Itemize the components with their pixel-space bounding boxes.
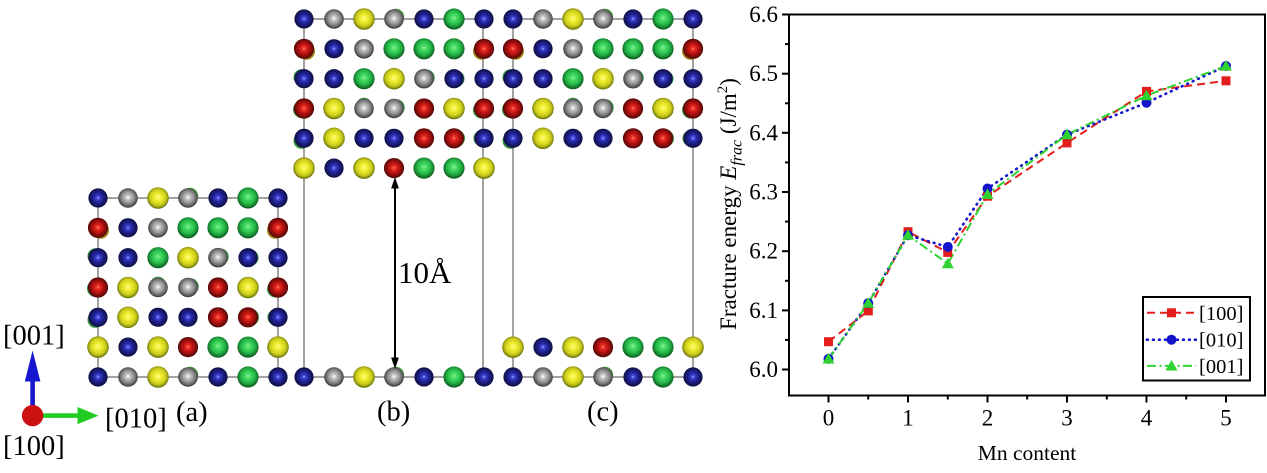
svg-text:[001]: [001] [3,321,65,352]
svg-text:6.0: 6.0 [749,357,778,382]
svg-text:6.4: 6.4 [749,120,778,145]
svg-text:[100]: [100] [3,431,65,462]
svg-text:Fracture energy Efrac (J/m2): Fracture energy Efrac (J/m2) [715,78,746,330]
svg-text:6.3: 6.3 [749,180,778,205]
svg-text:[100]: [100] [1199,303,1243,325]
svg-text:[001]: [001] [1199,356,1243,378]
svg-text:Mn content: Mn content [978,441,1077,465]
svg-text:(c): (c) [587,397,619,428]
svg-text:4: 4 [1141,406,1153,431]
svg-text:6.6: 6.6 [749,2,778,27]
svg-text:0: 0 [823,406,835,431]
svg-text:6.5: 6.5 [749,61,778,86]
svg-text:1: 1 [902,406,914,431]
svg-text:5: 5 [1220,406,1232,431]
svg-text:2: 2 [982,406,994,431]
svg-text:(b): (b) [377,397,410,428]
svg-text:10Å: 10Å [398,255,452,290]
svg-text:6.1: 6.1 [749,298,778,323]
svg-text:3: 3 [1061,406,1073,431]
svg-text:[010]: [010] [105,404,167,435]
svg-text:(a): (a) [176,397,208,428]
svg-text:6.2: 6.2 [749,239,778,264]
svg-text:[010]: [010] [1199,330,1243,352]
